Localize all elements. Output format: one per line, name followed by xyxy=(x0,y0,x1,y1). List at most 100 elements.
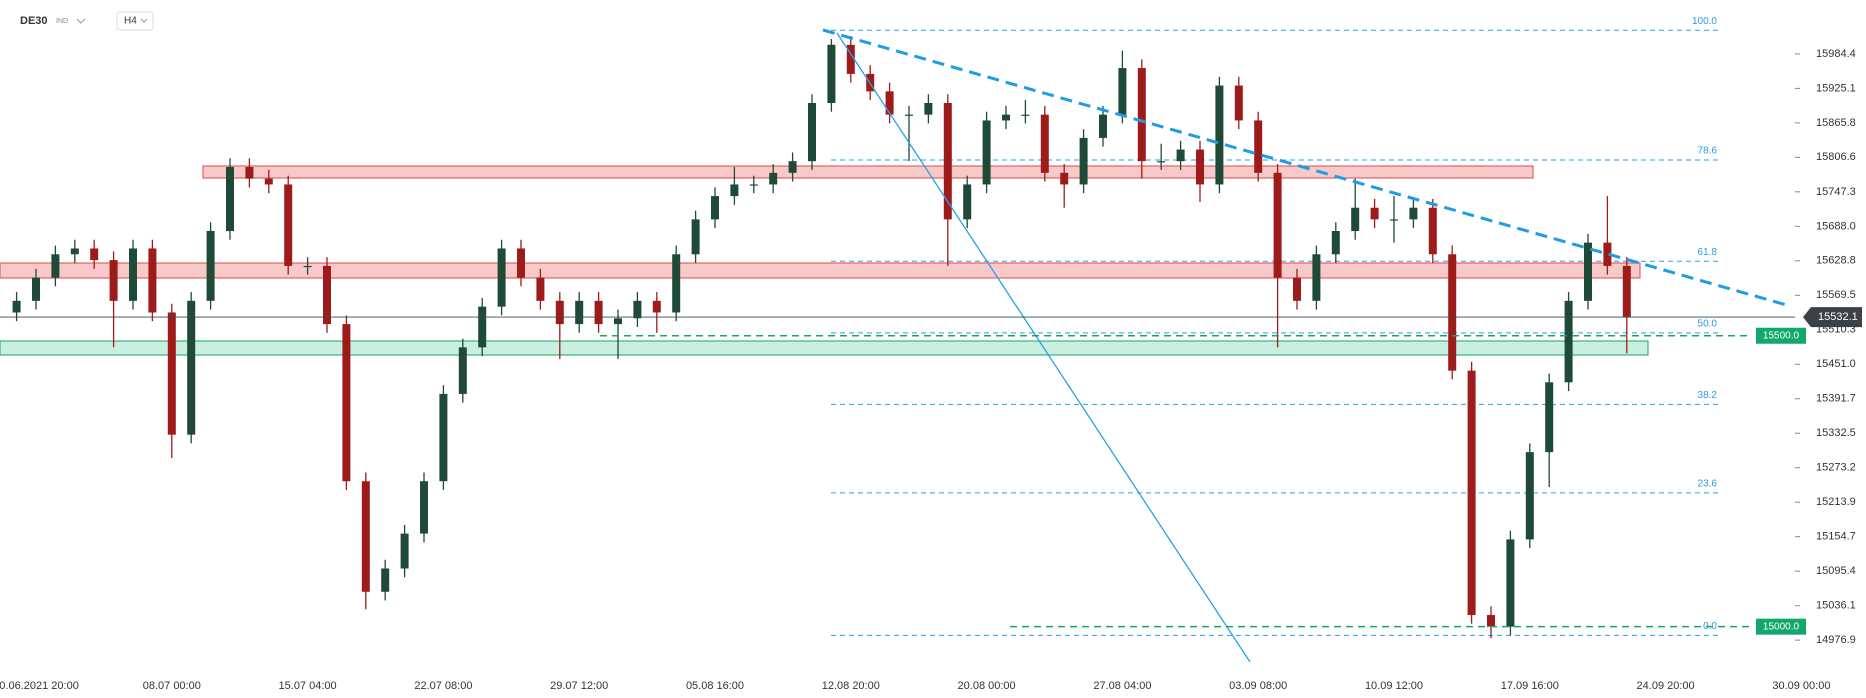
candle-body xyxy=(1331,231,1340,255)
y-tick-label: 15925.1 xyxy=(1816,82,1856,94)
x-tick-label: 24.09 20:00 xyxy=(1637,680,1695,692)
x-tick-label: 30.09 00:00 xyxy=(1772,680,1830,692)
candle-body xyxy=(788,161,797,173)
candle-body xyxy=(1137,68,1146,162)
candle-body xyxy=(1215,85,1224,185)
candle-body xyxy=(400,533,409,569)
candle-body xyxy=(303,265,312,268)
candle-body xyxy=(51,254,60,278)
resistance-zone xyxy=(0,262,1641,279)
candle-body xyxy=(1487,615,1495,627)
y-tick-label: 15095.4 xyxy=(1816,565,1856,577)
candle-body xyxy=(1545,382,1554,453)
candle-body xyxy=(381,568,390,592)
candle-body xyxy=(1506,539,1515,627)
candle-body xyxy=(167,312,176,435)
candle-body xyxy=(652,300,661,313)
candle-body xyxy=(594,300,603,325)
candle-body xyxy=(187,300,196,435)
x-tick-label: 03.09 08:00 xyxy=(1229,680,1287,692)
candle-body xyxy=(1409,207,1418,220)
candle-body xyxy=(1564,300,1573,383)
candle-body xyxy=(1118,68,1127,115)
trend-line xyxy=(822,28,1791,308)
y-tick-label: 14976.9 xyxy=(1816,634,1856,646)
candle-body xyxy=(517,248,525,278)
candle-body xyxy=(109,260,118,301)
support-zone xyxy=(0,340,1649,356)
interval[interactable]: H4 xyxy=(124,16,137,27)
x-tick-label: 29.07 12:00 xyxy=(550,680,608,692)
candle-body xyxy=(730,184,739,197)
y-tick-label: 15628.8 xyxy=(1816,255,1856,267)
candle-body xyxy=(1002,114,1010,121)
y-tick-label: 15569.5 xyxy=(1816,289,1856,301)
y-tick-label: 15747.3 xyxy=(1816,186,1856,198)
candle-body xyxy=(1176,149,1185,162)
x-tick-label: 05.08 16:00 xyxy=(686,680,744,692)
candle-body xyxy=(1273,172,1282,278)
candle-body xyxy=(478,306,487,348)
candle-body xyxy=(827,44,836,103)
y-tick-label: 15273.2 xyxy=(1816,462,1856,474)
candle-body xyxy=(1157,161,1166,163)
x-tick-label: 12.08 20:00 xyxy=(822,680,880,692)
candle-body xyxy=(497,248,506,307)
candle-body xyxy=(1293,277,1301,301)
candle-body xyxy=(691,219,700,255)
candle-body xyxy=(575,300,584,325)
candle-body xyxy=(70,248,79,255)
candle-body xyxy=(361,481,370,592)
candle-body xyxy=(905,114,913,116)
level-label: 15000.0 xyxy=(1763,621,1800,632)
level-tag xyxy=(1756,618,1806,635)
candle-body xyxy=(1351,207,1360,232)
candle-body xyxy=(1428,207,1437,255)
candle-body xyxy=(536,277,545,301)
candle-body xyxy=(1390,219,1398,221)
candle-body xyxy=(769,172,778,185)
candle-body xyxy=(148,248,157,313)
candle-body xyxy=(963,184,972,220)
fib-label: 78.6 xyxy=(1698,146,1718,157)
candle-body xyxy=(982,120,991,185)
candle-body xyxy=(1196,149,1204,185)
fib-label: 61.8 xyxy=(1698,247,1718,258)
level-tag xyxy=(1756,327,1806,344)
candle-body xyxy=(1448,254,1457,371)
candle-body xyxy=(420,481,428,534)
candle-body xyxy=(1584,242,1592,301)
candle-body xyxy=(226,167,234,232)
resistance-zone xyxy=(202,165,1534,179)
candle-body xyxy=(614,318,622,325)
y-tick-label: 15984.4 xyxy=(1816,48,1856,60)
x-tick-label: 22.07 08:00 xyxy=(414,680,472,692)
fib-label: 100.0 xyxy=(1692,16,1717,27)
candle-body xyxy=(439,393,448,482)
candle-body xyxy=(808,102,816,162)
y-tick-label: 15806.6 xyxy=(1816,151,1856,163)
current-price-tag xyxy=(1803,307,1862,328)
candle-body xyxy=(885,91,894,115)
dropdown-icon[interactable] xyxy=(140,18,148,23)
candle-body xyxy=(711,196,719,220)
candle-body xyxy=(323,265,331,325)
candle-body xyxy=(1525,452,1534,540)
fib-label: 23.6 xyxy=(1698,478,1718,489)
dropdown-icon[interactable] xyxy=(76,18,86,24)
fib-label: 50.0 xyxy=(1698,318,1718,329)
candle-body xyxy=(1254,120,1263,173)
candle-body xyxy=(924,102,933,115)
candle-body xyxy=(633,300,642,319)
candle-body xyxy=(672,254,681,313)
y-tick-label: 15688.0 xyxy=(1816,220,1856,232)
fib-line xyxy=(836,32,1251,663)
interval-box[interactable] xyxy=(116,11,154,31)
level-label: 15500.0 xyxy=(1763,330,1800,341)
y-tick-label: 15036.1 xyxy=(1816,600,1856,612)
y-tick-label: 15213.9 xyxy=(1816,496,1856,508)
candle-body xyxy=(12,300,21,313)
y-tick-label: 15865.8 xyxy=(1816,117,1856,129)
candle-body xyxy=(555,300,564,325)
x-tick-label: 27.08 04:00 xyxy=(1093,680,1151,692)
